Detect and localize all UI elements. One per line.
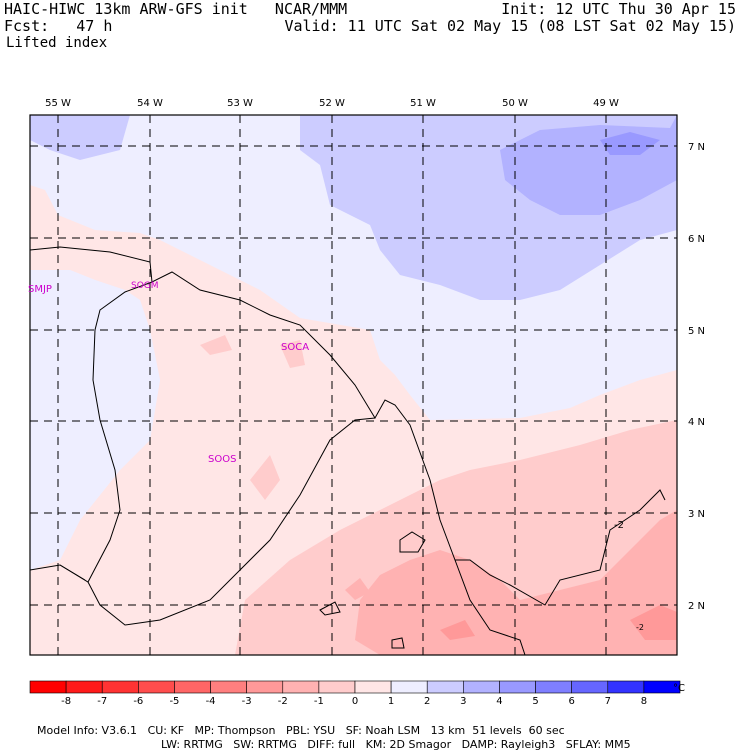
contour-label: -2 [614,520,624,531]
colorbar-swatch [29,680,67,694]
contour-label: -2 [636,623,644,632]
lon-label: 51 W [410,98,436,109]
colorbar-swatch [246,680,284,694]
lon-label: 53 W [227,98,253,109]
stations: SMJP SOGM SOCA SOOS [28,281,309,465]
colorbar-tick: 8 [641,696,647,707]
colorbar-tick: 2 [424,696,430,707]
colorbar-tick: -1 [314,696,324,707]
colorbar-tick: 3 [460,696,466,707]
colorbar-swatch [535,680,572,694]
coastline-borders [30,246,666,655]
colorbar-swatch [101,680,139,694]
footer-item: Model Info: V3.6.1 [37,724,138,737]
footer-item: 13 km [430,724,466,737]
footer-item: PBL: YSU [285,724,336,737]
valid-time: Valid: 11 UTC Sat 02 May 15 (08 LST Sat … [284,17,736,35]
colorbar-swatch [210,680,247,694]
colorbar-tick: 6 [568,696,574,707]
init-time: Init: 12 UTC Thu 30 Apr 15 [501,0,736,18]
lon-axis: 55 W 54 W 53 W 52 W 51 W 50 W 49 W [45,98,619,109]
forecast-hour: Fcst: 47 h [4,17,113,35]
model-title: HAIC-HIWC 13km ARW-GFS init NCAR/MMM [4,0,348,18]
footer-item: MP: Thompson [194,724,276,737]
colorbar-tick: 4 [496,696,502,707]
colorbar-swatch [174,680,211,694]
station-label: SOCA [281,342,309,353]
colorbar-swatch [138,680,175,694]
colorbar-tick: -5 [169,696,179,707]
colorbar-swatch [354,680,392,694]
footer-item: CU: KF [147,724,185,737]
lat-axis: 7 N 6 N 5 N 4 N 3 N 2 N [688,142,705,612]
colorbar-swatch [463,680,500,694]
footer-item: 60 sec [528,724,565,737]
lat-label: 6 N [688,234,705,245]
colorbar-swatch [607,680,645,694]
colorbar-tick: 5 [532,696,538,707]
lat-label: 7 N [688,142,705,153]
lon-label: 50 W [502,98,528,109]
colorbar-swatch [571,680,609,694]
footer-line-2: LW: RRTMG SW: RRTMG DIFF: full KM: 2D Sm… [154,725,631,751]
lon-label: 52 W [319,98,345,109]
map-frame [29,114,678,656]
colorbar-swatch [282,680,320,694]
lat-label: 3 N [688,509,705,520]
colorbar-tick: -3 [242,696,252,707]
colorbar-tick: 0 [352,696,358,707]
colorbar-swatch [318,680,356,694]
colorbar-tick: -8 [61,696,71,707]
lat-label: 5 N [688,326,705,337]
lat-label: 4 N [688,417,705,428]
colorbar-swatch [390,680,428,694]
colorbar-tick: -2 [278,696,288,707]
colorbar-tick: -7 [97,696,107,707]
colorbar: -8 -7 -6 -5 -4 -3 -2 -1 0 1 2 3 4 5 6 7 8 °C [29,680,685,707]
shaded-field [30,115,677,655]
colorbar-swatch [65,680,103,694]
station-label: SMJP [28,284,52,295]
colorbar-swatch [426,680,464,694]
colorbar-tick: -4 [206,696,216,707]
colorbar-unit: °C [673,683,685,694]
field-name: Lifted index [6,35,108,51]
footer-item: 51 levels [472,724,522,737]
lon-label: 54 W [137,98,163,109]
station-label: SOGM [131,281,159,291]
lon-label: 55 W [45,98,71,109]
lon-label: 49 W [593,98,619,109]
colorbar-tick: 7 [605,696,611,707]
footer-item: SF: Noah LSM [345,724,421,737]
lat-lon-grid [30,115,677,655]
colorbar-swatch [499,680,536,694]
colorbar-tick: -6 [133,696,143,707]
colorbar-swatch [643,680,681,694]
footer-line-1: Model Info: V3.6.1 CU: KF MP: Thompson P… [30,711,565,737]
station-label: SOOS [208,454,236,465]
colorbar-tick: 1 [388,696,394,707]
lat-label: 2 N [688,601,705,612]
